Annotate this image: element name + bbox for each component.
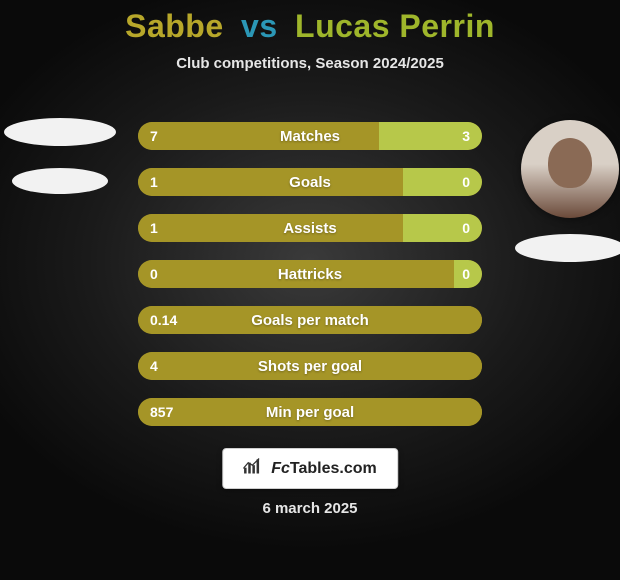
stat-label: Min per goal bbox=[138, 398, 482, 426]
stat-label: Hattricks bbox=[138, 260, 482, 288]
stat-bar: 10Assists bbox=[138, 214, 482, 242]
stat-bar: 4Shots per goal bbox=[138, 352, 482, 380]
stat-label: Goals per match bbox=[138, 306, 482, 334]
page-title: Sabbe vs Lucas Perrin bbox=[0, 0, 620, 45]
player2-photo bbox=[521, 120, 619, 218]
subtitle: Club competitions, Season 2024/2025 bbox=[0, 55, 620, 72]
title-player1: Sabbe bbox=[125, 8, 224, 44]
stat-bar: 73Matches bbox=[138, 122, 482, 150]
brand-text: FcTables.com bbox=[271, 460, 377, 478]
brand-prefix: Fc bbox=[271, 460, 290, 477]
stat-bar: 857Min per goal bbox=[138, 398, 482, 426]
stat-label: Shots per goal bbox=[138, 352, 482, 380]
player1-placeholder-2 bbox=[12, 168, 108, 194]
brand-suffix: Tables.com bbox=[290, 460, 377, 477]
stat-bar: 10Goals bbox=[138, 168, 482, 196]
bar-chart-icon bbox=[243, 457, 263, 480]
stat-bars: 73Matches 10Goals 10Assists 00Hattricks 0.14… bbox=[138, 122, 482, 426]
title-vs: vs bbox=[241, 8, 278, 44]
stat-label: Goals bbox=[138, 168, 482, 196]
player1-portrait-slot bbox=[0, 120, 120, 194]
title-player2: Lucas Perrin bbox=[295, 8, 495, 44]
player2-placeholder-1 bbox=[515, 234, 620, 262]
footer-date: 6 march 2025 bbox=[262, 500, 357, 517]
player1-placeholder-1 bbox=[4, 118, 116, 146]
brand-badge[interactable]: FcTables.com bbox=[222, 448, 398, 489]
stat-label: Assists bbox=[138, 214, 482, 242]
player2-portrait-slot bbox=[500, 120, 620, 262]
comparison-card: Sabbe vs Lucas Perrin Club competitions,… bbox=[0, 0, 620, 580]
stat-label: Matches bbox=[138, 122, 482, 150]
stat-bar: 00Hattricks bbox=[138, 260, 482, 288]
stat-bar: 0.14Goals per match bbox=[138, 306, 482, 334]
